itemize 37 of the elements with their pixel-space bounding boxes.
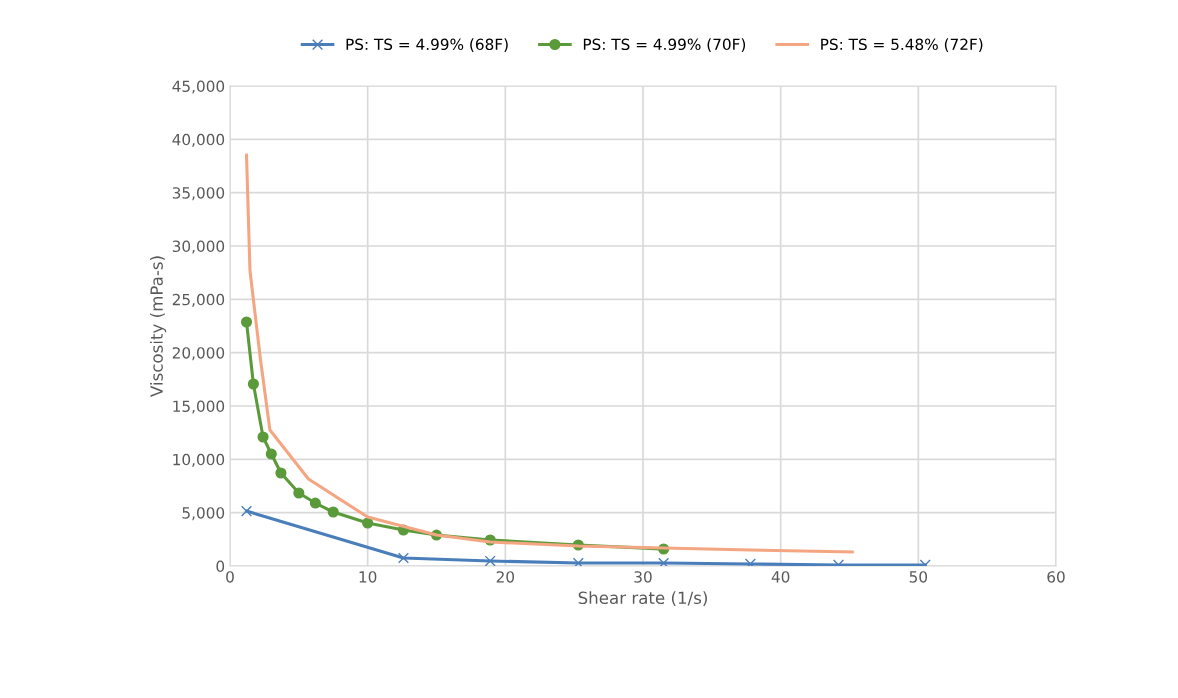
x-tick-label: 50 <box>909 571 928 583</box>
point <box>293 487 305 499</box>
point <box>658 557 670 566</box>
x-tick-label: 20 <box>496 571 515 583</box>
legend-label: PS: TS = 4.99% (68F) <box>346 38 508 52</box>
point <box>362 517 374 529</box>
point <box>257 431 269 443</box>
point <box>309 497 321 509</box>
point <box>247 378 259 390</box>
legend-label: PS: TS = 4.99% (70F) <box>583 38 746 52</box>
line-series <box>244 153 854 554</box>
point <box>275 467 287 479</box>
x-tick-label: 40 <box>771 571 790 583</box>
y-tick-label: 25,000 <box>172 293 225 307</box>
point <box>265 448 277 460</box>
y-tick-label: 35,000 <box>172 187 225 201</box>
x-tick-label: 10 <box>359 571 377 583</box>
point <box>240 316 253 328</box>
y-axis-title: Viscosity (mPa-s) <box>150 256 167 397</box>
point <box>327 506 339 518</box>
point <box>240 505 253 517</box>
point <box>397 552 410 564</box>
legend-label: PS: TS = 5.48% (72F) <box>821 38 983 52</box>
x-axis-title: Shear rate (1/s) <box>578 591 707 607</box>
y-tick-label: 45,000 <box>172 80 225 94</box>
x-tick-label: 0 <box>226 571 234 583</box>
y-tick-label: 0 <box>216 560 225 573</box>
x-tick-label: 30 <box>634 571 652 583</box>
y-tick-label: 15,000 <box>173 400 225 414</box>
y-tick-label: 20,000 <box>172 347 225 361</box>
y-tick-label: 10,000 <box>173 453 225 467</box>
point <box>572 557 584 566</box>
x-tick-label: 60 <box>1047 571 1065 583</box>
y-tick-label: 5,000 <box>182 507 225 521</box>
y-tick-label: 30,000 <box>172 240 225 254</box>
y-tick-label: 40,000 <box>172 133 225 147</box>
point <box>484 555 496 566</box>
